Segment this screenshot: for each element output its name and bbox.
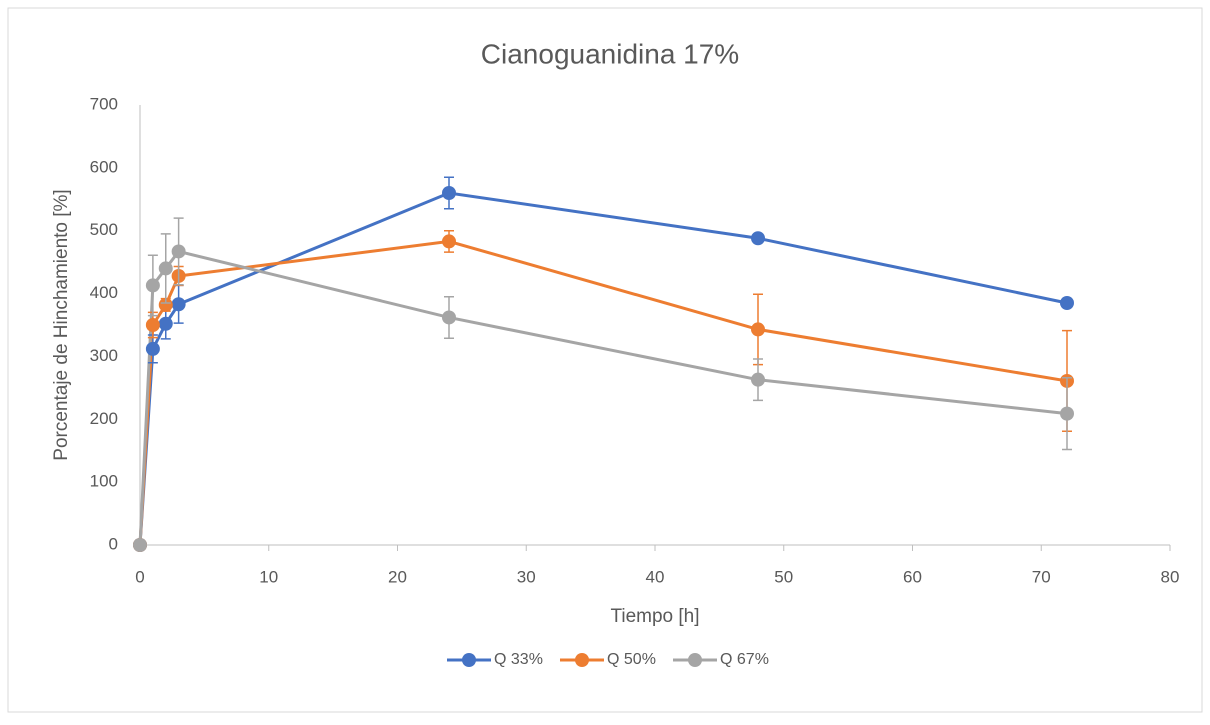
y-tick-label: 700: [90, 94, 118, 113]
data-point: [145, 318, 160, 332]
x-tick-label: 70: [1032, 567, 1051, 586]
y-axis-label: Porcentaje de Hinchamiento [%]: [51, 189, 72, 460]
legend-marker: [462, 653, 476, 667]
chart-title: Cianoguanidina 17%: [481, 38, 739, 69]
data-point: [751, 322, 765, 337]
x-tick-label: 80: [1161, 567, 1180, 586]
data-point: [158, 316, 173, 331]
y-tick-label: 0: [109, 534, 118, 553]
data-point: [171, 297, 186, 312]
x-tick-label: 10: [259, 567, 278, 586]
legend-marker: [575, 653, 589, 667]
legend-marker: [688, 653, 702, 667]
data-point: [751, 372, 765, 387]
data-point: [442, 310, 456, 325]
x-tick-label: 50: [774, 567, 793, 586]
data-point: [158, 297, 173, 312]
y-tick-label: 300: [90, 346, 118, 365]
data-point: [145, 278, 160, 293]
x-tick-label: 60: [903, 567, 922, 586]
y-tick-label: 600: [90, 157, 118, 176]
x-axis-label: Tiempo [h]: [610, 606, 699, 627]
data-point: [442, 186, 456, 200]
data-point: [171, 244, 186, 259]
y-tick-label: 100: [90, 472, 118, 491]
data-point: [133, 538, 147, 552]
chart-border: [7, 7, 1203, 713]
legend-label: Q 67%: [720, 651, 769, 668]
data-point: [158, 261, 173, 276]
x-tick-label: 30: [517, 567, 536, 586]
data-point: [145, 341, 160, 356]
data-point: [1060, 406, 1074, 421]
y-tick-label: 500: [90, 220, 118, 239]
x-tick-label: 20: [388, 567, 407, 586]
data-point: [442, 234, 456, 249]
legend-label: Q 33%: [494, 651, 543, 668]
x-tick-label: 40: [646, 567, 665, 586]
x-tick-label: 0: [135, 567, 144, 586]
legend-label: Q 50%: [607, 651, 656, 668]
y-tick-label: 400: [90, 283, 118, 302]
data-point: [751, 231, 765, 246]
data-point: [1060, 296, 1074, 310]
y-tick-label: 200: [90, 409, 118, 428]
